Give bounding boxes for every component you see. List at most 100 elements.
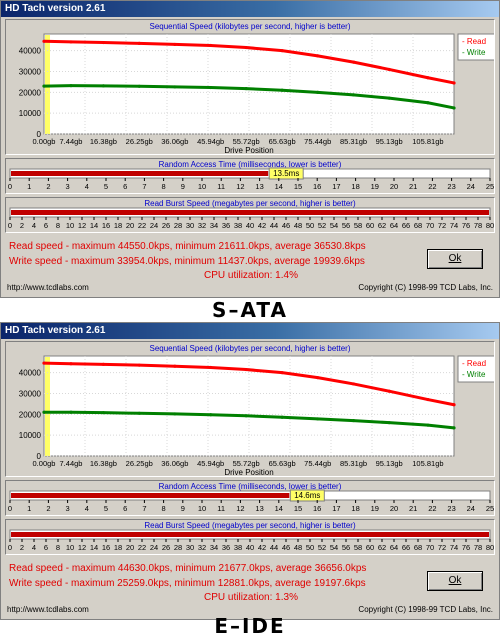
tick-label: 76 <box>462 543 470 552</box>
y-tick-label: 10000 <box>19 431 42 440</box>
data-point-write <box>387 96 391 100</box>
x-tick-label: 55.72gb <box>233 459 260 468</box>
tick-label: 8 <box>162 182 166 191</box>
x-axis-label: Drive Position <box>224 146 273 154</box>
data-point-write <box>426 101 430 105</box>
ok-button-label: Ok <box>448 253 462 264</box>
x-tick-label: 0.00gb <box>33 459 56 468</box>
copyright-text: Copyright (C) 1998-99 TCD Labs, Inc. <box>358 283 493 292</box>
tick-label: 10 <box>66 221 74 230</box>
tick-label: 78 <box>474 543 482 552</box>
tick-label: 38 <box>234 543 242 552</box>
tick-label: 36 <box>222 221 230 230</box>
bar-value-label: 14.6ms <box>294 491 320 500</box>
x-tick-label: 75.44gb <box>304 459 331 468</box>
legend-read: - Read <box>462 359 486 368</box>
data-point-read <box>426 397 430 402</box>
stats-block: Read speed - maximum 44630.0kps, minimum… <box>9 561 366 591</box>
tick-label: 54 <box>330 221 338 230</box>
start-marker <box>45 357 50 456</box>
tick-label: 70 <box>426 543 434 552</box>
tick-label: 38 <box>234 221 242 230</box>
tick-label: 6 <box>123 504 127 513</box>
website-link[interactable]: http://www.tcdlabs.com <box>7 283 89 292</box>
tick-label: 0 <box>8 543 12 552</box>
data-point-write <box>42 84 46 88</box>
ok-button[interactable]: Ok <box>427 249 483 269</box>
tick-label: 14 <box>275 504 283 513</box>
tick-label: 10 <box>66 543 74 552</box>
tick-label: 72 <box>438 221 446 230</box>
tick-label: 16 <box>313 182 321 191</box>
legend-write: - Write <box>462 370 486 379</box>
ok-button[interactable]: Ok <box>427 571 483 591</box>
tick-label: 25 <box>486 504 494 513</box>
burst-speed-title: Read Burst Speed (megabytes per second, … <box>144 199 356 208</box>
tick-label: 68 <box>414 543 422 552</box>
tick-label: 20 <box>390 504 398 513</box>
tick-label: 76 <box>462 221 470 230</box>
random-access-title: Random Access Time (milliseconds, lower … <box>158 160 342 169</box>
burst-speed-bar: 0 2 4 6 8 10 12 14 16 18 20 22 24 26 28 30 32 34 36 38 40 42 4… <box>8 529 494 552</box>
data-point-read <box>316 376 320 380</box>
data-point-read <box>351 382 356 386</box>
tick-label: 22 <box>138 221 146 230</box>
tick-label: 48 <box>294 543 302 552</box>
bar-fill <box>11 171 269 176</box>
tick-label: 5 <box>104 504 108 513</box>
tick-label: 14 <box>90 543 98 552</box>
caption-sata: S–ATA <box>212 298 288 322</box>
legend-read: - Read <box>462 37 486 46</box>
write-stats: Write speed - maximum 33954.0kps, minimu… <box>9 256 365 267</box>
tick-label: 58 <box>354 543 362 552</box>
data-point-read <box>69 40 73 44</box>
x-tick-label: 36.06gb <box>161 459 188 468</box>
website-link[interactable]: http://www.tcdlabs.com <box>7 605 89 614</box>
data-point-write <box>101 411 106 415</box>
data-point-write <box>387 421 391 425</box>
data-point-write <box>244 86 248 91</box>
tick-label: 16 <box>102 221 110 230</box>
tick-label: 62 <box>378 221 386 230</box>
tick-label: 62 <box>378 543 386 552</box>
tick-label: 5 <box>104 182 108 191</box>
tick-label: 23 <box>447 504 455 513</box>
tick-label: 13 <box>255 182 263 191</box>
data-point-read <box>42 361 46 365</box>
x-tick-label: 85.31gb <box>340 137 367 146</box>
tick-label: 26 <box>162 543 170 552</box>
data-point-write <box>316 90 320 94</box>
tick-label: 24 <box>467 182 475 191</box>
cpu-utilization: CPU utilization: 1.3% <box>204 592 298 603</box>
tick-label: 4 <box>32 543 36 552</box>
tick-label: 60 <box>366 543 374 552</box>
data-point-read <box>244 45 248 50</box>
x-tick-label: 75.44gb <box>304 137 331 146</box>
x-tick-label: 105.81gb <box>412 137 443 146</box>
bar-fill <box>11 493 290 498</box>
tick-label: 19 <box>371 182 379 191</box>
data-point-write <box>280 88 284 92</box>
x-tick-label: 55.72gb <box>233 137 260 146</box>
tick-label: 6 <box>44 221 48 230</box>
data-point-write <box>280 415 284 419</box>
data-point-read <box>173 42 177 47</box>
tick-label: 12 <box>236 182 244 191</box>
tick-label: 32 <box>198 221 206 230</box>
data-point-read <box>209 43 213 48</box>
data-point-write <box>452 106 456 110</box>
window-titlebar: HD Tach version 2.61 <box>1 323 499 339</box>
burst-speed-title: Read Burst Speed (megabytes per second, … <box>144 521 356 530</box>
bar-fill <box>11 532 489 537</box>
tick-label: 24 <box>150 543 158 552</box>
read-stats: Read speed - maximum 44550.0kps, minimum… <box>9 241 366 252</box>
tick-label: 7 <box>142 504 146 513</box>
bar-value-box <box>289 489 325 502</box>
data-point-read <box>137 41 141 45</box>
data-point-read <box>387 67 391 72</box>
tick-label: 32 <box>198 543 206 552</box>
tick-label: 21 <box>409 182 417 191</box>
data-point-read <box>316 54 320 58</box>
tick-label: 10 <box>198 504 206 513</box>
